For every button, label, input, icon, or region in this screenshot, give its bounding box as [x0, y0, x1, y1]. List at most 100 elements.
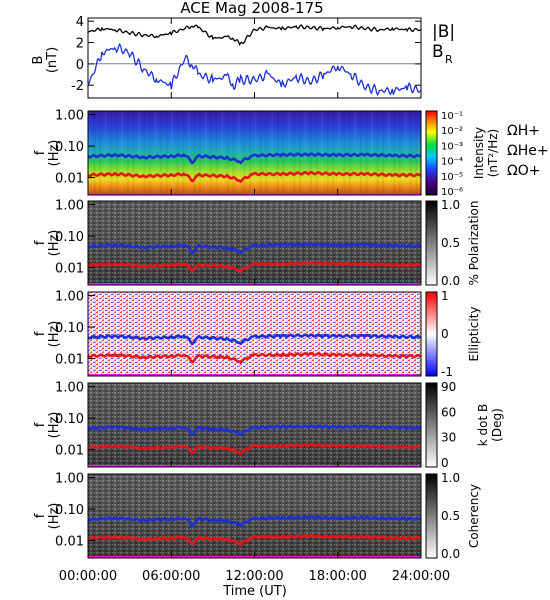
legend-br-subscript: R — [445, 53, 453, 66]
kdotb-shade — [88, 383, 421, 467]
polarization-colorbar-tick: 1.0 — [441, 198, 460, 212]
power-streak — [393, 111, 396, 195]
power-colorbar-tick: 10⁻⁶ — [441, 187, 463, 198]
power-streak — [165, 111, 168, 195]
ellipticity-colorbar-label: Ellipticity — [467, 307, 481, 362]
h-plus-gyro-line — [87, 424, 422, 437]
h-plus-gyro-line — [87, 515, 422, 528]
he-plus-gyro-line — [87, 533, 422, 547]
power-streak — [176, 111, 179, 195]
ellipticity-tick-label: 1.00 — [55, 290, 84, 305]
power-streak — [193, 111, 196, 195]
power-streak — [326, 111, 329, 195]
power-colorbar-unit: (nT²/Hz) — [486, 129, 500, 177]
coherency-colorbar-tick: 0.5 — [441, 509, 460, 523]
x-tick-label: 00:00:00 — [59, 569, 117, 584]
kdotb-tick-label: 0.10 — [55, 412, 84, 427]
x-tick-label: 06:00:00 — [142, 569, 200, 584]
power-streak — [182, 111, 185, 195]
gyro-legend-1: ΩHe+ — [507, 143, 549, 159]
power-streak — [93, 111, 96, 195]
power-streak — [137, 111, 140, 195]
coherency-shade — [88, 474, 421, 558]
br-line — [87, 42, 422, 97]
power-colorbar-tick: 10⁻³ — [441, 141, 463, 152]
kdotb-colorbar-tick: 60 — [441, 405, 456, 419]
kdotb-ylabel: f — [33, 422, 48, 427]
power-streak — [88, 111, 90, 195]
polarization-panel: 1.00 0.10 0.01 f (Hz) 1.0 0.5 0.0 % Polarization — [33, 198, 481, 288]
power-streak — [321, 111, 324, 195]
power-streak — [132, 111, 135, 195]
kdotb-colorbar-tick: 0 — [441, 456, 449, 470]
h-plus-gyro-line — [87, 242, 422, 255]
power-streak — [110, 111, 113, 195]
power-colorbar — [425, 110, 438, 196]
power-streak — [126, 111, 129, 195]
power-streak — [187, 111, 190, 195]
b-tick-label: -2 — [71, 79, 84, 94]
power-streak — [160, 111, 163, 195]
b-yunit: (nT) — [45, 47, 60, 73]
kdotb-colorbar — [425, 382, 438, 468]
ellipticity-spectrogram — [88, 292, 421, 376]
kdotb-yunit: (Hz) — [47, 412, 62, 439]
power-streak — [221, 111, 224, 195]
x-tick-label: 24:00:00 — [392, 569, 450, 584]
he-plus-gyro-line — [87, 170, 422, 184]
ellipticity-ylabel: f — [33, 331, 48, 336]
power-streak — [210, 111, 213, 195]
polarization-tick-label: 1.00 — [55, 199, 84, 214]
power-streak — [260, 111, 263, 195]
ellipticity-yunit: (Hz) — [47, 321, 62, 348]
btotal-line — [87, 24, 422, 47]
gyro-legend-2: ΩO+ — [507, 163, 540, 179]
power-yunit: (Hz) — [47, 140, 62, 167]
power-streak — [99, 111, 102, 195]
he-plus-gyro-line — [87, 260, 422, 274]
power-streak — [171, 111, 174, 195]
coherency-colorbar-tick: 0.0 — [441, 547, 460, 561]
power-streak — [371, 111, 374, 195]
b-tick-label: 4 — [76, 15, 84, 30]
kdotb-colorbar-label: k dot B — [476, 404, 490, 446]
legend-btotal: |B| — [432, 22, 455, 42]
he-plus-gyro-line — [87, 351, 422, 365]
kdotb-colorbar-tick: 90 — [441, 380, 456, 394]
coherency-colorbar-label: Coherency — [467, 484, 481, 548]
power-streak — [149, 111, 152, 195]
power-streak — [404, 111, 407, 195]
power-streak — [398, 111, 401, 195]
power-streak — [243, 111, 246, 195]
h-plus-gyro-line — [87, 333, 422, 346]
polarization-tick-label: 0.01 — [55, 262, 84, 277]
coherency-panel: 1.00 0.10 0.01 f (Hz) 1.0 0.5 0.0 Coherency — [33, 471, 481, 561]
chart-title: ACE Mag 2008-175 — [180, 0, 323, 17]
power-colorbar-label: Intensity — [472, 127, 486, 179]
x-axis-labels: 00:00:00 06:00:00 12:00:00 18:00:00 24:00:00 — [59, 569, 450, 584]
power-colorbar-tick: 10⁻⁴ — [441, 157, 463, 168]
b-tick-label: 2 — [76, 37, 84, 52]
power-streak — [376, 111, 379, 195]
polarization-tick-label: 0.10 — [55, 230, 84, 245]
power-streak — [204, 111, 207, 195]
power-streak — [409, 111, 412, 195]
power-streak — [248, 111, 251, 195]
kdotb-tick-label: 0.01 — [55, 444, 84, 459]
power-streak — [382, 111, 385, 195]
ellipticity-panel: 1.00 0.10 0.01 f (Hz) 1 0 -1 Ellipticity — [33, 289, 481, 379]
b-tick-label: 0 — [76, 58, 84, 73]
coherency-colorbar-tick: 1.0 — [441, 471, 460, 485]
polarization-colorbar — [425, 200, 438, 286]
power-colorbar-tick: 10⁻⁵ — [441, 172, 463, 183]
power-streak — [237, 111, 240, 195]
ellipticity-colorbar — [425, 291, 438, 377]
kdotb-colorbar-tick: 30 — [441, 431, 456, 445]
coherency-tick-label: 0.01 — [55, 535, 84, 550]
power-colorbar-tick: 10⁻¹ — [441, 111, 463, 122]
power-streak — [199, 111, 201, 195]
power-streak — [354, 111, 357, 195]
power-streak — [387, 111, 390, 195]
power-streak — [298, 111, 301, 195]
he-plus-gyro-line — [87, 442, 422, 456]
